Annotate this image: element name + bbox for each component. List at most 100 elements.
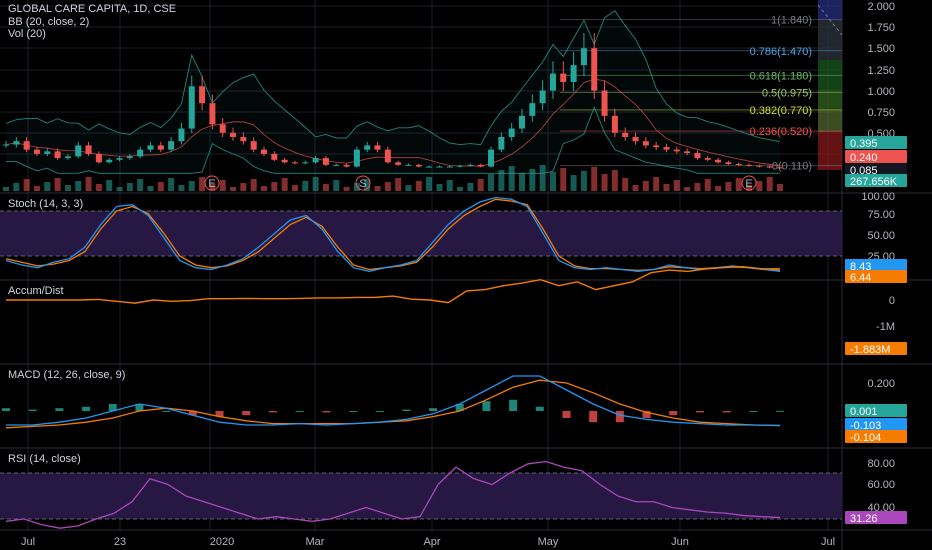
bb-lower bbox=[6, 106, 780, 174]
time-axis: Jul 23 2020 Mar Apr May Jun Jul bbox=[21, 536, 835, 548]
candle-body bbox=[302, 162, 309, 164]
candle-body bbox=[13, 141, 20, 145]
macd-hist-bar bbox=[162, 411, 171, 412]
price-tag-bg bbox=[845, 150, 907, 163]
macd-hist-bar bbox=[188, 411, 197, 416]
candle-body bbox=[219, 124, 226, 133]
macd-axis-label: 0.200 bbox=[867, 378, 895, 390]
candle-body bbox=[75, 145, 82, 157]
volume-bar bbox=[126, 183, 133, 191]
macd-hist-bar bbox=[402, 409, 411, 411]
macd-hist-bar bbox=[509, 399, 518, 411]
volume-bar bbox=[477, 179, 484, 191]
candle-body bbox=[312, 158, 319, 163]
price-axis-label: 0.750 bbox=[867, 107, 895, 119]
macd-hist-bar bbox=[776, 410, 784, 412]
volume-bar bbox=[13, 183, 20, 191]
candle-body bbox=[374, 145, 381, 150]
price-tag-bg bbox=[845, 163, 907, 176]
candle-body bbox=[477, 164, 484, 167]
macd-hist-bar bbox=[108, 404, 117, 411]
stoch-tag: 6.44 bbox=[850, 272, 871, 284]
macd-hist-bar bbox=[615, 411, 624, 423]
macd-tag-bg bbox=[845, 404, 907, 417]
volume-bar bbox=[446, 180, 453, 191]
macd-hist-bar bbox=[535, 406, 544, 411]
macd-tag: -0.103 bbox=[850, 420, 881, 432]
volume-bar bbox=[147, 186, 154, 191]
rsi-line bbox=[5, 460, 781, 529]
volume-bar bbox=[663, 184, 670, 191]
candle-body bbox=[560, 73, 567, 83]
price-tag: 0.395 bbox=[850, 138, 878, 150]
volume-bar bbox=[322, 184, 329, 191]
volume-bar bbox=[333, 180, 340, 191]
volume-bar bbox=[230, 187, 237, 191]
vol-label: Vol (20) bbox=[8, 28, 46, 40]
candle-body bbox=[488, 149, 495, 167]
volume-bar bbox=[364, 179, 371, 191]
candle-body bbox=[230, 132, 237, 137]
candle-body bbox=[168, 141, 175, 150]
candle-body bbox=[642, 141, 649, 146]
volume-bar bbox=[44, 182, 51, 191]
volume-bar bbox=[653, 177, 660, 191]
volume-bar bbox=[611, 170, 618, 191]
candle-body bbox=[126, 156, 133, 159]
candle-body bbox=[457, 165, 464, 167]
candle-body bbox=[498, 136, 505, 150]
macd-hist-bar bbox=[429, 408, 438, 411]
candle-body bbox=[508, 128, 515, 137]
candle-body bbox=[632, 136, 639, 142]
macd-hist-bar bbox=[215, 411, 224, 417]
macd-hist-bar bbox=[722, 411, 731, 413]
volume-bar bbox=[240, 183, 247, 191]
volume-bar bbox=[529, 169, 536, 191]
volume-bar bbox=[395, 178, 402, 191]
accum-tag: -1.883M bbox=[850, 344, 890, 356]
event-label: E bbox=[745, 178, 752, 190]
volume-bar bbox=[488, 174, 495, 191]
fib-label: 0.382(0.770) bbox=[750, 105, 812, 117]
volume-bar bbox=[178, 185, 185, 191]
volume-bar bbox=[498, 170, 505, 191]
stoch-axis-label: 50.00 bbox=[867, 230, 895, 242]
candle-body bbox=[415, 164, 422, 167]
event-circle bbox=[355, 175, 371, 191]
fib-label: 0.618(1.180) bbox=[750, 70, 812, 82]
price-tag-bg bbox=[845, 174, 907, 187]
accum-axis-label: -1M bbox=[876, 321, 895, 333]
volume-bar bbox=[549, 172, 556, 191]
candle-body bbox=[3, 144, 9, 146]
volume-bar bbox=[580, 171, 587, 191]
candle-body bbox=[64, 156, 71, 159]
candle-body bbox=[715, 159, 722, 163]
macd-line bbox=[6, 375, 781, 427]
volume-bar bbox=[539, 165, 546, 191]
volume-bar bbox=[199, 177, 206, 191]
price-tag: 267.656K bbox=[850, 176, 898, 188]
volume-bar bbox=[756, 181, 763, 191]
candle-body bbox=[611, 115, 618, 133]
rsi-axis-label: 80.00 bbox=[867, 458, 895, 470]
candle-body bbox=[777, 167, 783, 169]
candle-body bbox=[384, 149, 391, 163]
event-label: S bbox=[359, 178, 366, 190]
time-axis-label: Jun bbox=[671, 536, 689, 548]
macd-hist-bar bbox=[295, 411, 304, 412]
macd-hist-bar bbox=[375, 411, 384, 412]
volume-bar bbox=[85, 177, 92, 191]
volume-bar bbox=[415, 181, 422, 191]
macd-hist-bar bbox=[268, 411, 277, 413]
macd-title: MACD (12, 26, close, 9) bbox=[8, 369, 126, 381]
candle-body bbox=[539, 90, 546, 104]
macd-hist-bar bbox=[642, 411, 651, 418]
candle-body bbox=[137, 149, 144, 157]
symbol-title: GLOBAL CARE CAPITA, 1D, CSE bbox=[8, 3, 177, 15]
